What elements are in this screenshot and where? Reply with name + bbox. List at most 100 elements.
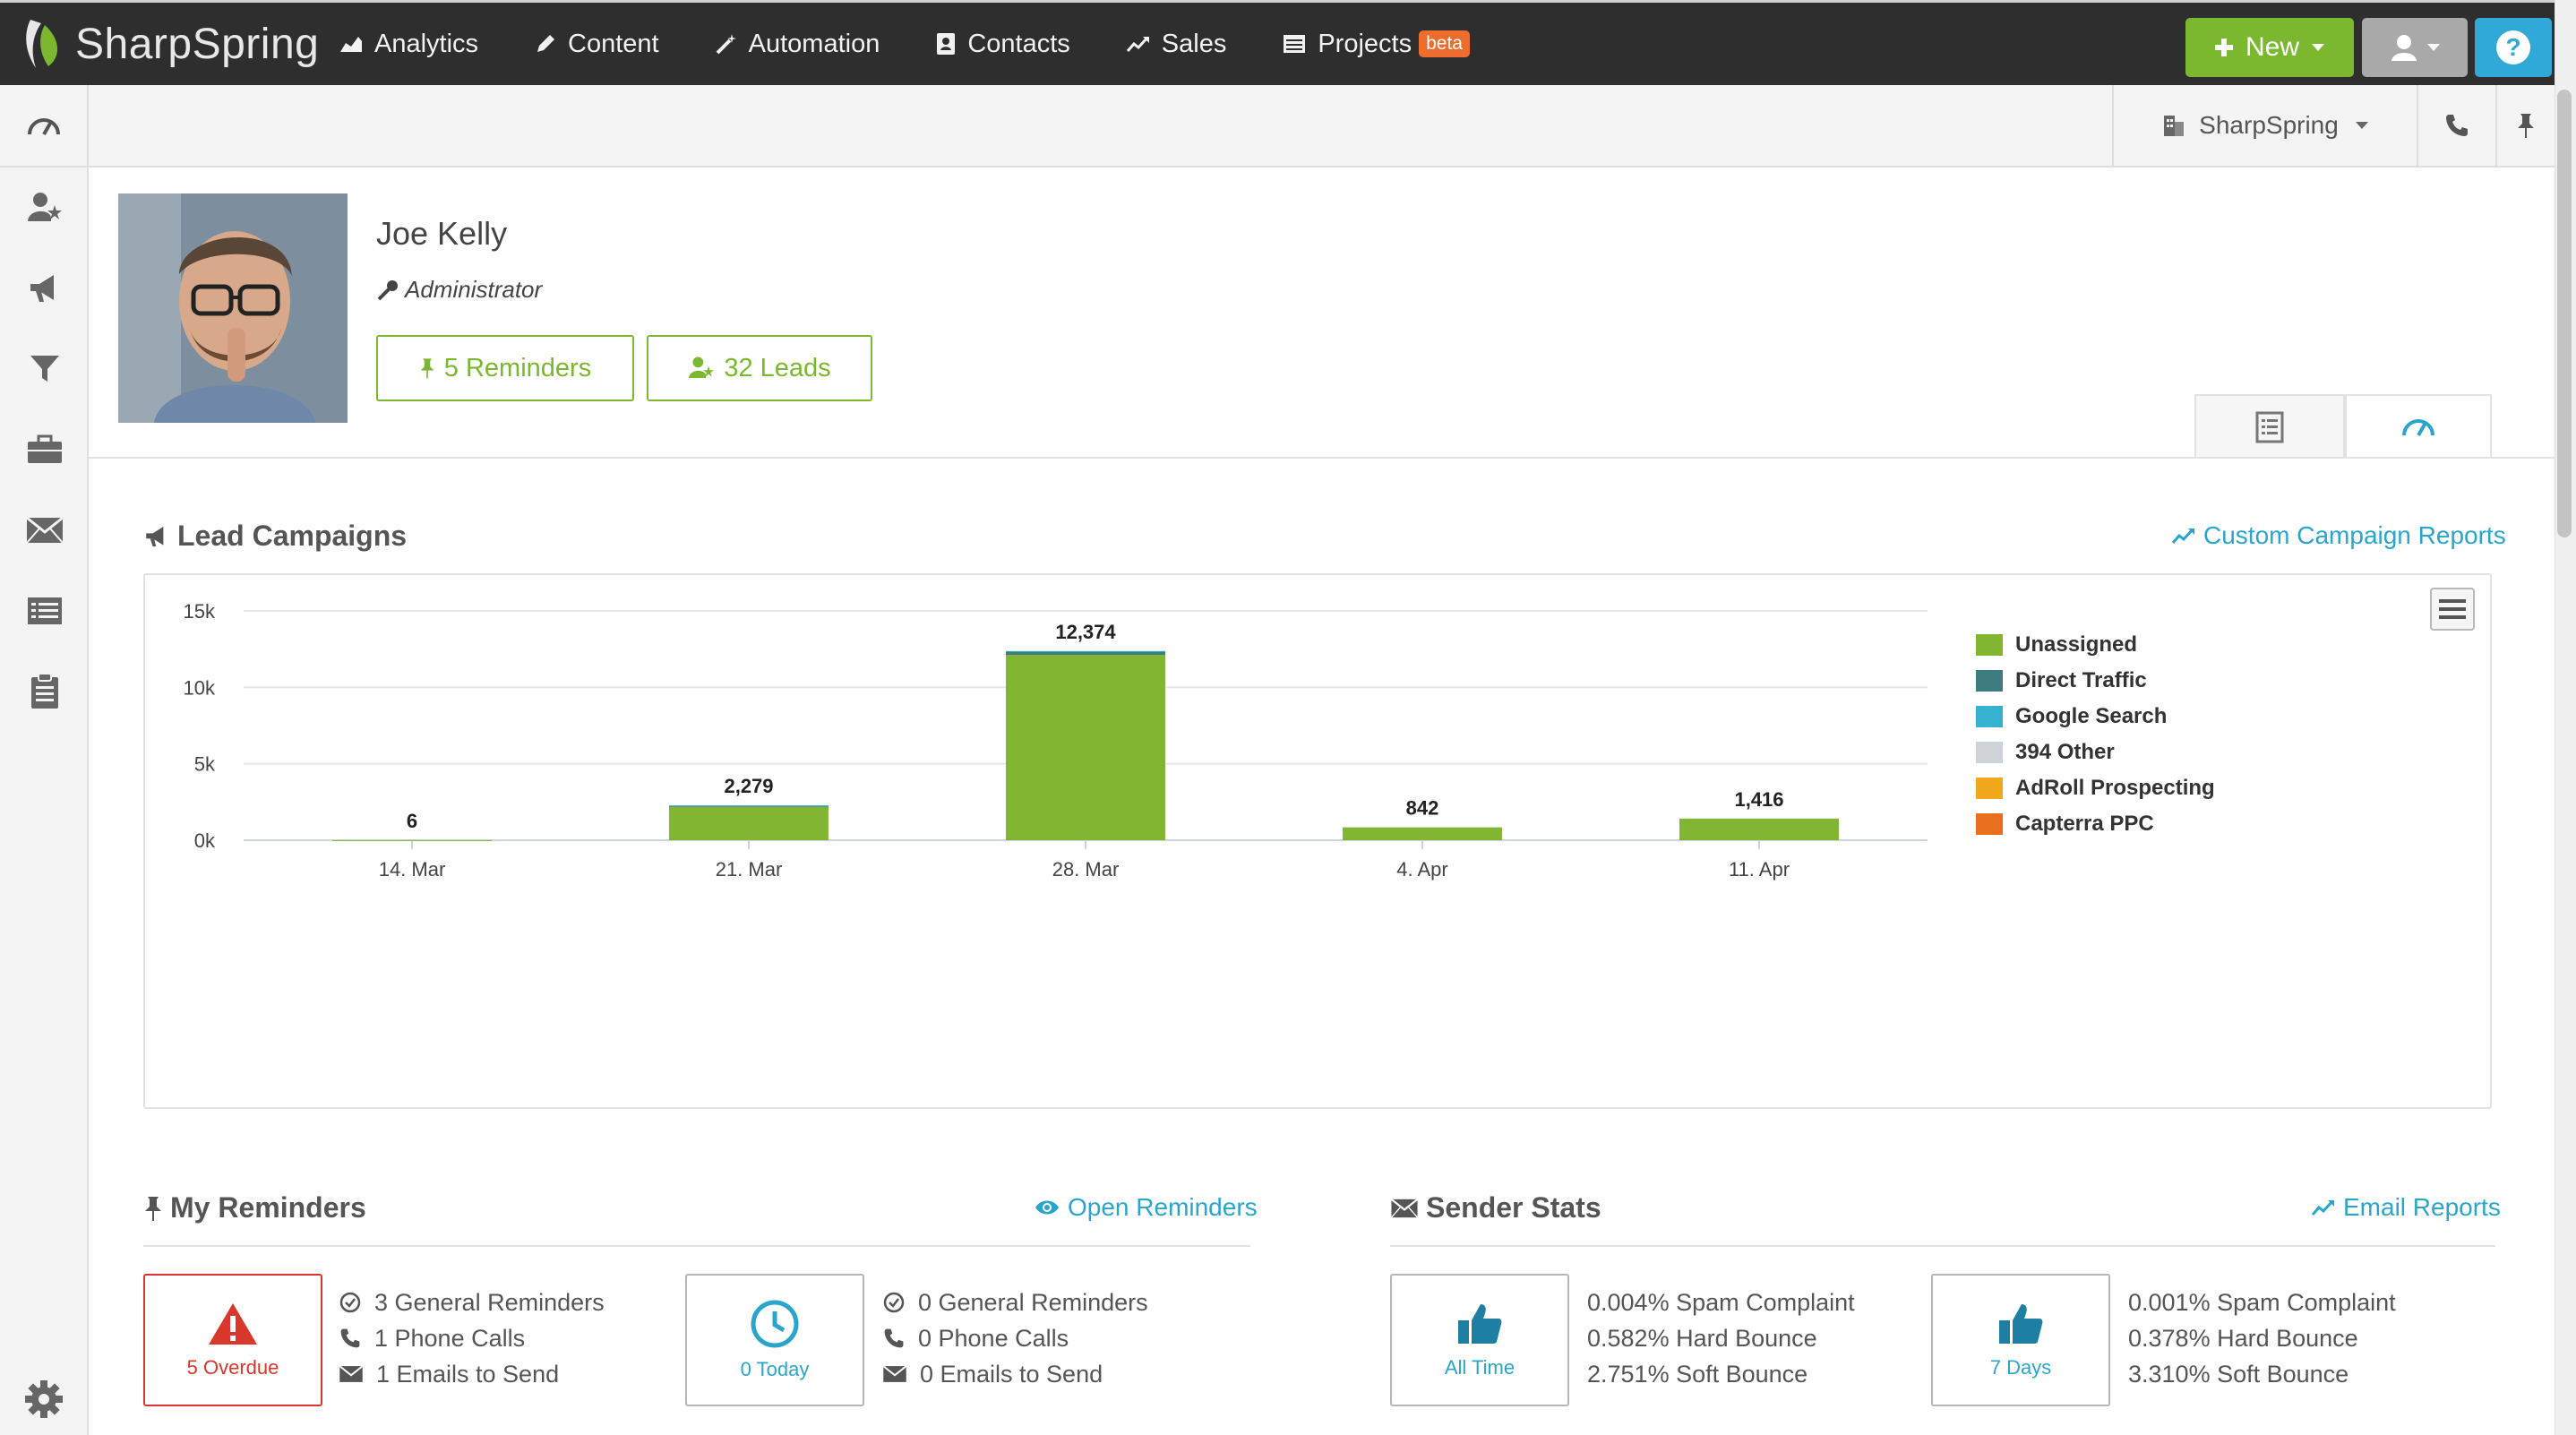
x-tick-label: 11. Apr bbox=[1729, 858, 1790, 881]
sidebar-settings[interactable] bbox=[23, 1379, 64, 1424]
sender-stats-title: Sender Stats bbox=[1426, 1191, 1601, 1224]
list-item: 0 General Reminders bbox=[882, 1285, 1148, 1320]
phone-button[interactable] bbox=[2417, 85, 2495, 166]
list-item: 3.310% Soft Bounce bbox=[2128, 1356, 2396, 1392]
today-emails: 0 Emails to Send bbox=[920, 1360, 1103, 1388]
chart-context-menu-button[interactable] bbox=[2430, 588, 2475, 631]
seven-days-soft-bounce: 3.310% Soft Bounce bbox=[2128, 1360, 2349, 1388]
nav-contacts-label: Contacts bbox=[967, 29, 1070, 58]
reminders-button-label: 5 Reminders bbox=[443, 353, 592, 382]
contact-book-icon bbox=[937, 33, 956, 55]
sharpspring-logo[interactable]: SharpSpring bbox=[21, 13, 319, 74]
plus-icon bbox=[2214, 39, 2233, 56]
x-tick-label: 28. Mar bbox=[1052, 858, 1120, 881]
check-circle-icon bbox=[339, 1292, 361, 1313]
phone-icon bbox=[884, 1328, 904, 1348]
email-reports-link[interactable]: Email Reports bbox=[2311, 1193, 2501, 1222]
sidebar-opportunities[interactable] bbox=[0, 423, 89, 477]
list-item: 0 Phone Calls bbox=[882, 1320, 1148, 1356]
today-label: 0 Today bbox=[740, 1358, 810, 1380]
custom-campaign-reports-link[interactable]: Custom Campaign Reports bbox=[2171, 521, 2506, 550]
today-box[interactable]: 0 Today bbox=[685, 1274, 864, 1406]
all-time-soft-bounce: 2.751% Soft Bounce bbox=[1587, 1360, 1808, 1388]
bar-segment bbox=[1343, 827, 1502, 840]
left-sidebar bbox=[0, 168, 89, 1435]
lead-campaigns-chart: 0k 5k 10k 15k 14. Mar 6 21. Mar 2,279 28. Mar 12,… bbox=[143, 573, 2492, 1109]
data-label: 6 bbox=[407, 810, 417, 832]
list-item: 0 Emails to Send bbox=[882, 1356, 1148, 1392]
open-reminders-label: Open Reminders bbox=[1068, 1193, 1258, 1221]
open-reminders-link[interactable]: Open Reminders bbox=[1034, 1193, 1258, 1222]
legend-swatch bbox=[1976, 634, 2003, 656]
tab-list-view[interactable] bbox=[2194, 394, 2345, 459]
user-star-icon bbox=[689, 357, 715, 379]
nav-contacts[interactable]: Contacts bbox=[935, 29, 1070, 59]
overdue-box[interactable]: 5 Overdue bbox=[143, 1274, 322, 1406]
top-navbar: SharpSpring Analytics Content Automation… bbox=[0, 0, 2576, 85]
tab-dashboard[interactable] bbox=[2345, 394, 2492, 459]
sender-divider bbox=[1390, 1245, 2495, 1247]
nav-automation[interactable]: Automation bbox=[715, 30, 880, 59]
x-tick-label: 14. Mar bbox=[379, 858, 446, 881]
nav-analytics-label: Analytics bbox=[374, 29, 479, 58]
reminders-button[interactable]: 5 Reminders bbox=[376, 335, 634, 401]
data-label: 12,374 bbox=[1055, 621, 1116, 643]
leads-button[interactable]: 32 Leads bbox=[647, 335, 872, 401]
sidebar-contacts[interactable] bbox=[0, 181, 89, 235]
nav-sales[interactable]: Sales bbox=[1126, 29, 1227, 59]
user-menu-button[interactable] bbox=[2362, 18, 2468, 77]
pin-button[interactable] bbox=[2495, 85, 2555, 166]
legend-item[interactable]: Capterra PPC bbox=[1976, 806, 2215, 842]
all-time-box[interactable]: All Time bbox=[1390, 1274, 1569, 1406]
sidebar-lists[interactable] bbox=[0, 584, 89, 638]
legend-item[interactable]: AdRoll Prospecting bbox=[1976, 770, 2215, 806]
sidebar-emails[interactable] bbox=[0, 503, 89, 557]
all-time-stats: 0.004% Spam Complaint 0.582% Hard Bounce… bbox=[1587, 1285, 1855, 1392]
phone-icon bbox=[2446, 115, 2468, 136]
new-button[interactable]: New bbox=[2185, 18, 2354, 77]
dashboard-shortcut[interactable] bbox=[0, 85, 89, 166]
page-scrollbar-thumb[interactable] bbox=[2557, 90, 2572, 537]
caret-down-icon bbox=[2427, 44, 2440, 51]
list-item: 1 Emails to Send bbox=[339, 1356, 605, 1392]
profile-divider bbox=[89, 457, 2555, 459]
company-name: SharpSpring bbox=[2199, 111, 2339, 139]
seven-days-box[interactable]: 7 Days bbox=[1931, 1274, 2110, 1406]
chart-plot: 0k 5k 10k 15k 14. Mar 6 21. Mar 2,279 28. Mar 12,… bbox=[184, 600, 1928, 881]
envelope-icon bbox=[25, 516, 64, 544]
nav-sales-label: Sales bbox=[1161, 29, 1227, 58]
gear-icon bbox=[25, 1380, 63, 1418]
document-list-icon bbox=[2255, 411, 2284, 443]
my-reminders-heading: My Reminders bbox=[143, 1191, 366, 1224]
list-item: 0.004% Spam Complaint bbox=[1587, 1285, 1855, 1320]
bar-segment bbox=[669, 806, 829, 840]
reminders-divider bbox=[143, 1245, 1250, 1247]
thumbs-up-icon bbox=[1999, 1304, 2043, 1344]
lead-campaigns-heading: Lead Campaigns bbox=[143, 520, 407, 553]
megaphone-icon bbox=[146, 526, 164, 546]
help-button[interactable]: ? bbox=[2475, 18, 2552, 77]
nav-content[interactable]: Content bbox=[534, 30, 659, 59]
bar-segment bbox=[1006, 655, 1165, 840]
list-icon bbox=[1284, 35, 1306, 53]
legend-item[interactable]: Google Search bbox=[1976, 699, 2215, 735]
nav-analytics[interactable]: Analytics bbox=[339, 30, 478, 59]
sidebar-tasks[interactable] bbox=[0, 665, 89, 718]
legend-item[interactable]: Direct Traffic bbox=[1976, 663, 2215, 699]
brand-name: SharpSpring bbox=[75, 20, 320, 68]
legend-item[interactable]: Unassigned bbox=[1976, 627, 2215, 663]
user-icon bbox=[2391, 35, 2417, 61]
trend-line-icon bbox=[2311, 1199, 2334, 1216]
sidebar-campaigns[interactable] bbox=[0, 262, 89, 315]
sidebar-filters[interactable] bbox=[0, 342, 89, 396]
legend-item[interactable]: 394 Other bbox=[1976, 735, 2215, 770]
overdue-phone: 1 Phone Calls bbox=[374, 1324, 526, 1352]
list-item: 0.001% Spam Complaint bbox=[2128, 1285, 2396, 1320]
profile-role-label: Administrator bbox=[405, 276, 543, 303]
all-time-spam: 0.004% Spam Complaint bbox=[1587, 1288, 1855, 1316]
overdue-label: 5 Overdue bbox=[186, 1356, 279, 1379]
x-tick-label: 4. Apr bbox=[1396, 858, 1447, 881]
legend-swatch bbox=[1976, 813, 2003, 835]
company-selector[interactable]: SharpSpring bbox=[2112, 85, 2417, 166]
nav-projects[interactable]: Projects beta bbox=[1282, 30, 1470, 59]
